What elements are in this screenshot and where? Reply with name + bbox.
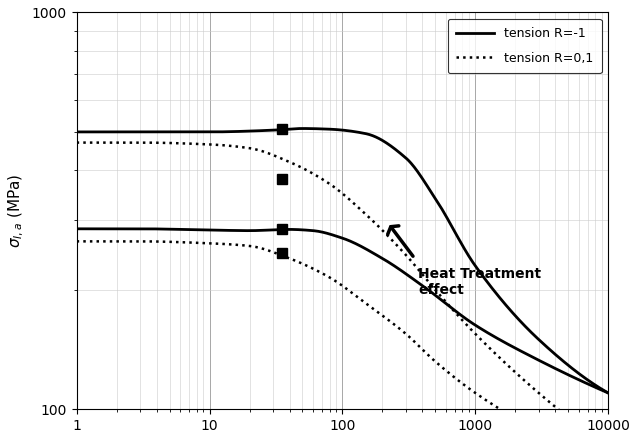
Line: tension R=0,1: tension R=0,1 [76, 143, 608, 440]
tension R=0,1 [508, 367, 516, 372]
tension R=0,1 [329, 183, 336, 188]
Y-axis label: $\sigma_{I,a}$ (MPa): $\sigma_{I,a}$ (MPa) [7, 174, 26, 248]
Text: Heat Treatment
effect: Heat Treatment effect [418, 267, 541, 297]
tension R=-1 [592, 383, 600, 389]
tension R=-1 [326, 127, 334, 132]
tension R=0,1 [389, 238, 397, 244]
tension R=-1 [510, 311, 517, 316]
tension R=-1 [361, 131, 369, 136]
tension R=0,1 [73, 140, 80, 145]
Line: tension R=-1: tension R=-1 [76, 128, 608, 393]
Legend: tension R=-1, tension R=0,1: tension R=-1, tension R=0,1 [448, 18, 602, 73]
tension R=-1 [605, 390, 612, 396]
tension R=0,1 [592, 436, 599, 440]
tension R=-1 [329, 127, 337, 132]
tension R=-1 [299, 126, 306, 131]
tension R=-1 [390, 146, 398, 151]
tension R=0,1 [361, 210, 368, 216]
tension R=0,1 [326, 181, 333, 186]
tension R=-1 [73, 129, 80, 135]
